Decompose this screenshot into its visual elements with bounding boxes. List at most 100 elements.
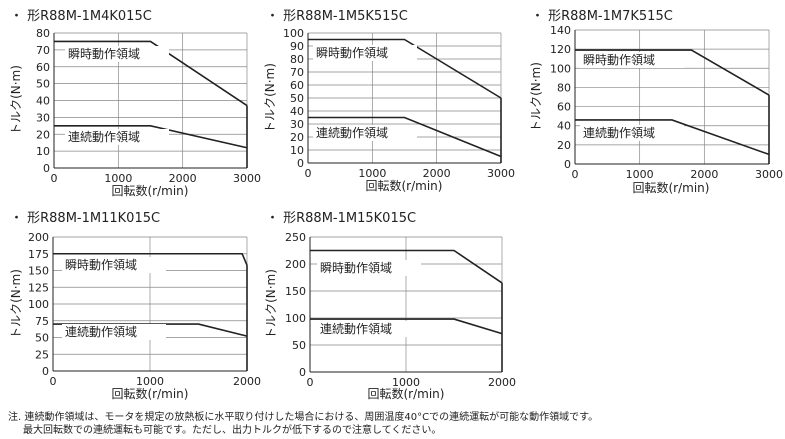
chart-2-y-tick-label: 30 bbox=[290, 118, 304, 131]
chart-5-x-tick-label: 0 bbox=[307, 376, 314, 389]
chart-1-y-tick-label: 0 bbox=[43, 162, 50, 175]
chart-1-y-tick-label: 70 bbox=[36, 44, 50, 57]
chart-1-y-tick-label: 60 bbox=[36, 61, 50, 74]
chart-5-y-tick-label: 50 bbox=[292, 339, 306, 352]
chart-5-x-tick-label: 2000 bbox=[488, 376, 516, 389]
chart-1-y-tick-label: 50 bbox=[36, 78, 50, 91]
chart-3-y-tick-label: 60 bbox=[557, 101, 571, 114]
chart-1-region-label-bg bbox=[65, 129, 169, 145]
chart-4-y-tick-label: 75 bbox=[35, 315, 49, 328]
chart-5-y-tick-label: 0 bbox=[299, 366, 306, 379]
chart-3-x-axis-label: 回転数(r/min) bbox=[633, 180, 710, 195]
chart-1-title: ・ 形R88M-1M4K015C bbox=[10, 9, 152, 24]
chart-3-y-tick-label: 20 bbox=[557, 139, 571, 152]
chart-2-x-tick-label: 0 bbox=[305, 167, 312, 180]
chart-2-y-tick-label: 80 bbox=[290, 53, 304, 66]
chart-1-x-tick-label: 0 bbox=[51, 172, 58, 185]
chart-4-continuous-region-label: 連続動作領域 bbox=[65, 324, 137, 339]
chart-1-x-axis-label: 回転数(r/min) bbox=[112, 183, 189, 198]
chart-2-title: ・ 形R88M-1M5K515C bbox=[266, 9, 408, 24]
chart-1-instantaneous-region-label: 瞬時動作領域 bbox=[68, 46, 140, 61]
chart-5-title: ・ 形R88M-1M15K015C bbox=[266, 211, 416, 226]
chart-2-x-tick-label: 2000 bbox=[423, 167, 451, 180]
chart-3-y-tick-label: 120 bbox=[550, 43, 571, 56]
chart-2-y-tick-label: 40 bbox=[290, 105, 304, 118]
chart-3-region-label-bg bbox=[580, 125, 684, 141]
chart-2-y-tick-label: 100 bbox=[283, 27, 304, 40]
chart-2-x-axis-label: 回転数(r/min) bbox=[366, 178, 443, 193]
chart-3-y-tick-label: 40 bbox=[557, 120, 571, 133]
chart-2-y-tick-label: 20 bbox=[290, 131, 304, 144]
chart-5-y-tick-label: 200 bbox=[285, 258, 306, 271]
chart-2-y-axis-label: トルク(N·m) bbox=[263, 63, 277, 133]
chart-5-x-axis-label: 回転数(r/min) bbox=[368, 386, 445, 401]
chart-3-y-tick-label: 100 bbox=[550, 62, 571, 75]
chart-1-x-tick-label: 1000 bbox=[104, 172, 132, 185]
chart-2-continuous-region-label: 連続動作領域 bbox=[316, 125, 388, 140]
chart-3-continuous-region-label: 連続動作領域 bbox=[583, 125, 655, 140]
chart-4-x-tick-label: 0 bbox=[50, 375, 57, 388]
chart-4-instantaneous-region-line bbox=[53, 252, 248, 266]
chart-4-y-tick-label: 200 bbox=[28, 231, 49, 244]
footnote-line-2: 最大回転数での連続運転も可能です。ただし、出力トルクが低下するので注意してくださ… bbox=[23, 425, 442, 436]
chart-3-x-tick-label: 2000 bbox=[690, 168, 718, 181]
chart-3-y-axis-label: トルク(N·m) bbox=[529, 62, 543, 132]
chart-3-title: ・ 形R88M-1M7K515C bbox=[531, 9, 673, 24]
chart-5-x-tick-label: 1000 bbox=[392, 376, 420, 389]
chart-5-y-tick-label: 250 bbox=[285, 231, 306, 244]
chart-1-instantaneous-region-line bbox=[54, 40, 248, 107]
chart-4-y-tick-label: 125 bbox=[28, 281, 49, 294]
chart-3-y-tick-label: 80 bbox=[557, 81, 571, 94]
chart-3-y-tick-label: 0 bbox=[564, 158, 571, 171]
chart-4-y-tick-label: 25 bbox=[35, 348, 49, 361]
chart-2-instantaneous-region-label: 瞬時動作領域 bbox=[316, 45, 388, 60]
chart-4-y-tick-label: 150 bbox=[28, 265, 49, 278]
chart-3-x-tick-label: 3000 bbox=[755, 168, 783, 181]
chart-3-y-tick-label: 140 bbox=[550, 24, 571, 37]
chart-2-region-label-bg bbox=[313, 45, 417, 61]
chart-2-y-tick-label: 70 bbox=[290, 66, 304, 79]
chart-3-instantaneous-region-line bbox=[575, 49, 770, 96]
chart-1-y-tick-label: 30 bbox=[36, 111, 50, 124]
chart-4-instantaneous-region-label: 瞬時動作領域 bbox=[65, 257, 137, 272]
chart-2-y-tick-label: 90 bbox=[290, 40, 304, 53]
chart-3-instantaneous-region-label: 瞬時動作領域 bbox=[583, 52, 655, 67]
chart-5-y-axis-label: トルク(N·m) bbox=[264, 269, 278, 339]
chart-1-x-tick-label: 2000 bbox=[169, 172, 197, 185]
chart-3-x-tick-label: 0 bbox=[572, 168, 579, 181]
chart-4-y-tick-label: 100 bbox=[28, 298, 49, 311]
chart-4-title: ・ 形R88M-1M11K015C bbox=[10, 211, 160, 226]
chart-1-y-tick-label: 40 bbox=[36, 95, 50, 108]
chart-1-region-label-bg bbox=[65, 46, 169, 62]
chart-4-y-axis-label: トルク(N·m) bbox=[9, 269, 23, 339]
chart-4-x-axis-label: 回転数(r/min) bbox=[112, 386, 189, 401]
chart-3-continuous-region-line bbox=[575, 119, 770, 156]
chart-2-region-label-bg bbox=[313, 125, 417, 141]
footnote-line-1: 注. 連続動作領域は、モータを規定の放熱板に水平取り付けした場合における、周囲温… bbox=[8, 412, 599, 423]
chart-2-y-tick-label: 0 bbox=[297, 157, 304, 170]
chart-3-region-label-bg bbox=[580, 52, 684, 68]
chart-1-continuous-region-line bbox=[54, 125, 248, 149]
chart-1-y-tick-label: 20 bbox=[36, 128, 50, 141]
chart-1-x-tick-label: 3000 bbox=[233, 172, 261, 185]
chart-5-y-tick-label: 100 bbox=[285, 312, 306, 325]
chart-4-y-tick-label: 0 bbox=[42, 365, 49, 378]
chart-5-instantaneous-region-label: 瞬時動作領域 bbox=[320, 260, 392, 275]
chart-2-y-tick-label: 60 bbox=[290, 79, 304, 92]
chart-2-x-tick-label: 3000 bbox=[487, 167, 515, 180]
chart-1-y-tick-label: 80 bbox=[36, 27, 50, 40]
chart-3-x-tick-label: 1000 bbox=[626, 168, 654, 181]
chart-5-continuous-region-label: 連続動作領域 bbox=[320, 321, 392, 336]
chart-1-y-axis-label: トルク(N·m) bbox=[9, 65, 23, 135]
chart-4-x-tick-label: 1000 bbox=[136, 375, 164, 388]
chart-4-y-tick-label: 50 bbox=[35, 332, 49, 345]
chart-4-y-tick-label: 175 bbox=[28, 248, 49, 261]
chart-1-y-tick-label: 10 bbox=[36, 145, 50, 158]
chart-1-continuous-region-label: 連続動作領域 bbox=[68, 129, 140, 144]
chart-5-continuous-region-line bbox=[310, 318, 503, 335]
chart-2-y-tick-label: 10 bbox=[290, 144, 304, 157]
chart-2-x-tick-label: 1000 bbox=[358, 167, 386, 180]
chart-2-y-tick-label: 50 bbox=[290, 92, 304, 105]
